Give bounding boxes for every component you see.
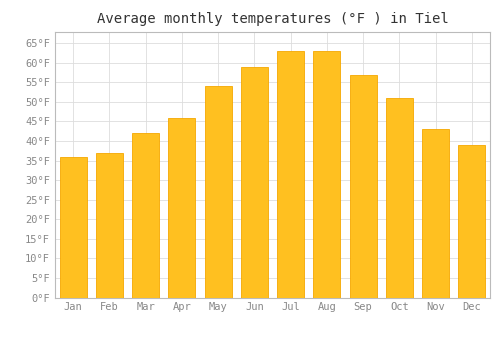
Bar bbox=[422, 129, 449, 298]
Bar bbox=[277, 51, 304, 298]
Bar bbox=[204, 86, 232, 298]
Bar bbox=[241, 67, 268, 298]
Bar bbox=[60, 157, 86, 298]
Title: Average monthly temperatures (°F ) in Tiel: Average monthly temperatures (°F ) in Ti… bbox=[96, 12, 448, 26]
Bar bbox=[96, 153, 123, 298]
Bar bbox=[132, 133, 159, 298]
Bar bbox=[314, 51, 340, 298]
Bar bbox=[386, 98, 413, 298]
Bar bbox=[168, 118, 196, 298]
Bar bbox=[350, 75, 376, 298]
Bar bbox=[458, 145, 485, 298]
